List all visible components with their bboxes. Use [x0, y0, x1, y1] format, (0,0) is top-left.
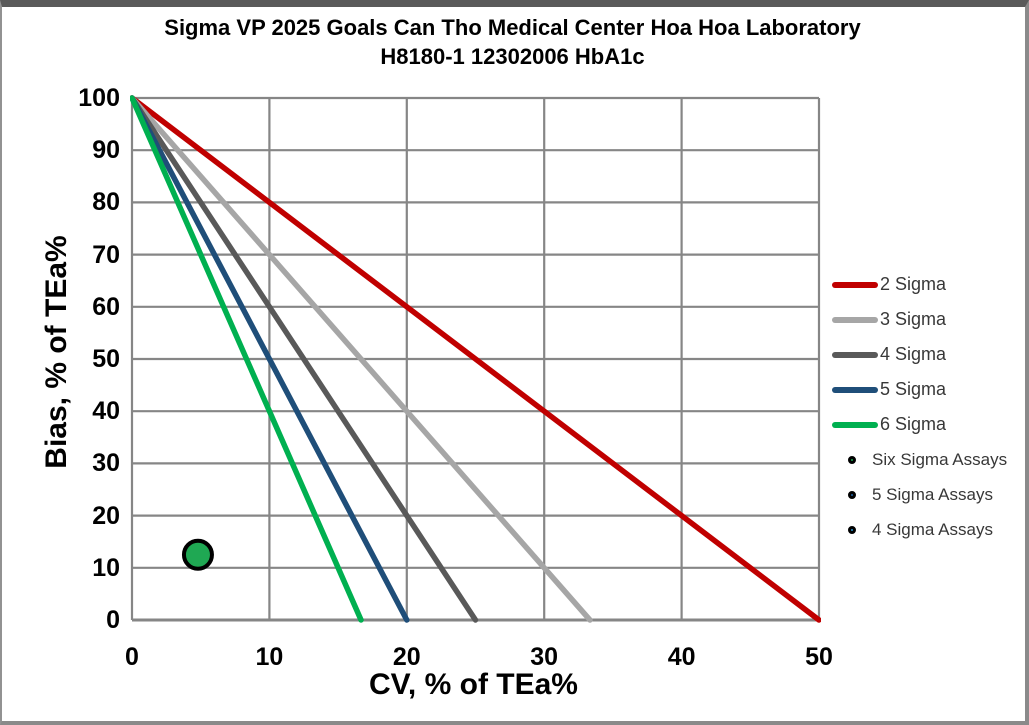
legend-item-2-sigma: 2 Sigma — [832, 267, 1022, 302]
y-tick-label-20: 20 — [92, 501, 120, 530]
chart-title-line2: H8180-1 12302006 HbA1c — [380, 44, 645, 69]
x-tick-label-40: 40 — [667, 643, 696, 671]
legend-item-label: Six Sigma Assays — [872, 449, 1008, 469]
sigma-line-5-sigma — [130, 95, 410, 623]
y-tick-label-0: 0 — [106, 606, 120, 634]
x-tick-label-20: 20 — [392, 643, 421, 671]
legend-item-label: 4 Sigma — [880, 344, 947, 364]
x-axis-title: CV, % of TEa% — [369, 668, 578, 701]
sigma-line-6-sigma — [130, 95, 364, 623]
legend-item-label: 5 Sigma Assays — [872, 484, 993, 504]
y-tick-label-100: 100 — [78, 84, 120, 112]
legend-line-swatch — [832, 316, 878, 323]
legend-marker-dot — [848, 455, 856, 464]
y-tick-label-80: 80 — [92, 188, 120, 217]
chart-title: Sigma VP 2025 Goals Can Tho Medical Cent… — [2, 13, 1023, 71]
legend-line-swatch — [832, 386, 878, 393]
legend-item-label: 4 Sigma Assays — [872, 519, 993, 539]
legend-item-label: 3 Sigma — [880, 309, 947, 329]
legend-line-swatch — [832, 281, 878, 288]
legend-line-swatch — [832, 421, 878, 428]
y-tick-label-40: 40 — [92, 397, 120, 426]
y-tick-label-70: 70 — [92, 240, 120, 269]
y-tick-label-10: 10 — [92, 553, 120, 582]
legend-item-six-sigma-assays: Six Sigma Assays — [832, 442, 1022, 477]
y-tick-label-50: 50 — [92, 345, 120, 373]
legend-item-6-sigma: 6 Sigma — [832, 407, 1022, 442]
x-tick-label-0: 0 — [125, 643, 139, 671]
legend-item-label: 2 Sigma — [880, 274, 947, 294]
legend-item-label: 6 Sigma — [880, 414, 947, 434]
x-tick-label-50: 50 — [805, 643, 833, 671]
legend: 2 Sigma 3 Sigma 4 Sigma 5 Sigma 6 Sigma Six S… — [832, 267, 1022, 547]
y-tick-label-30: 30 — [92, 449, 120, 478]
x-tick-label-30: 30 — [530, 643, 559, 671]
legend-item-3-sigma: 3 Sigma — [832, 302, 1022, 337]
y-tick-label-90: 90 — [92, 136, 120, 165]
legend-item-5-sigma: 5 Sigma — [832, 372, 1022, 407]
legend-marker-dot — [848, 490, 856, 499]
plot-area — [130, 95, 821, 623]
legend-line-swatch — [832, 351, 878, 358]
y-tick-label-60: 60 — [92, 292, 120, 321]
sigma-line-3-sigma — [130, 95, 593, 623]
assay-data-point — [181, 538, 214, 571]
sigma-line-2-sigma — [130, 95, 821, 623]
legend-item-label: 5 Sigma — [880, 379, 947, 399]
y-axis-title: Bias, % of TEa% — [40, 235, 73, 469]
legend-item-5-sigma-assays: 5 Sigma Assays — [832, 477, 1022, 512]
x-tick-label-10: 10 — [255, 643, 284, 671]
legend-item-4-sigma-assays: 4 Sigma Assays — [832, 512, 1022, 547]
legend-item-4-sigma: 4 Sigma — [832, 337, 1022, 372]
chart-title-line1: Sigma VP 2025 Goals Can Tho Medical Cent… — [164, 15, 861, 40]
legend-marker-dot — [848, 525, 856, 534]
sigma-line-4-sigma — [130, 95, 479, 623]
